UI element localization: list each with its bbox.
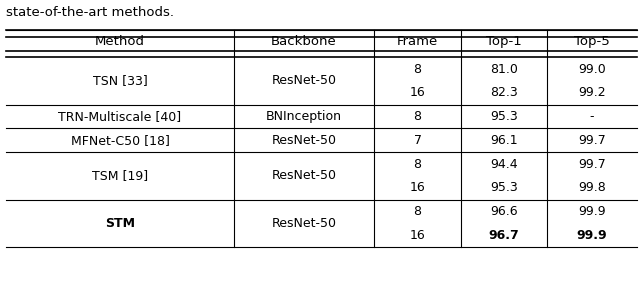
Text: BNInception: BNInception [266,110,342,123]
Text: 8: 8 [413,63,422,76]
Text: 99.7: 99.7 [578,134,606,147]
Text: 16: 16 [410,229,426,242]
Text: Backbone: Backbone [271,35,337,48]
Text: Method: Method [95,35,145,48]
Text: 7: 7 [413,134,422,147]
Text: 96.1: 96.1 [490,134,518,147]
Text: ResNet-50: ResNet-50 [271,169,337,182]
Text: 95.3: 95.3 [490,110,518,123]
Text: ResNet-50: ResNet-50 [271,134,337,147]
Text: TRN-Multiscale [40]: TRN-Multiscale [40] [58,110,182,123]
Text: 8: 8 [413,158,422,170]
Text: Frame: Frame [397,35,438,48]
Text: MFNet-C50 [18]: MFNet-C50 [18] [70,134,170,147]
Text: 96.7: 96.7 [488,229,520,242]
Text: 96.6: 96.6 [490,205,518,218]
Text: 99.0: 99.0 [578,63,606,76]
Text: 95.3: 95.3 [490,181,518,194]
Text: Top-1: Top-1 [486,35,522,48]
Text: ResNet-50: ResNet-50 [271,217,337,230]
Text: 16: 16 [410,181,426,194]
Text: 99.9: 99.9 [577,229,607,242]
Text: 99.7: 99.7 [578,158,606,170]
Text: 99.9: 99.9 [578,205,606,218]
Text: ResNet-50: ResNet-50 [271,74,337,88]
Text: TSM [19]: TSM [19] [92,169,148,182]
Text: 8: 8 [413,205,422,218]
Text: TSN [33]: TSN [33] [93,74,147,88]
Text: -: - [589,110,595,123]
Text: 94.4: 94.4 [490,158,518,170]
Text: 16: 16 [410,86,426,99]
Text: 99.8: 99.8 [578,181,606,194]
Text: 81.0: 81.0 [490,63,518,76]
Text: 99.2: 99.2 [578,86,606,99]
Text: STM: STM [105,217,135,230]
Text: 8: 8 [413,110,422,123]
Text: state-of-the-art methods.: state-of-the-art methods. [6,6,174,19]
Text: Top-5: Top-5 [574,35,610,48]
Text: 82.3: 82.3 [490,86,518,99]
